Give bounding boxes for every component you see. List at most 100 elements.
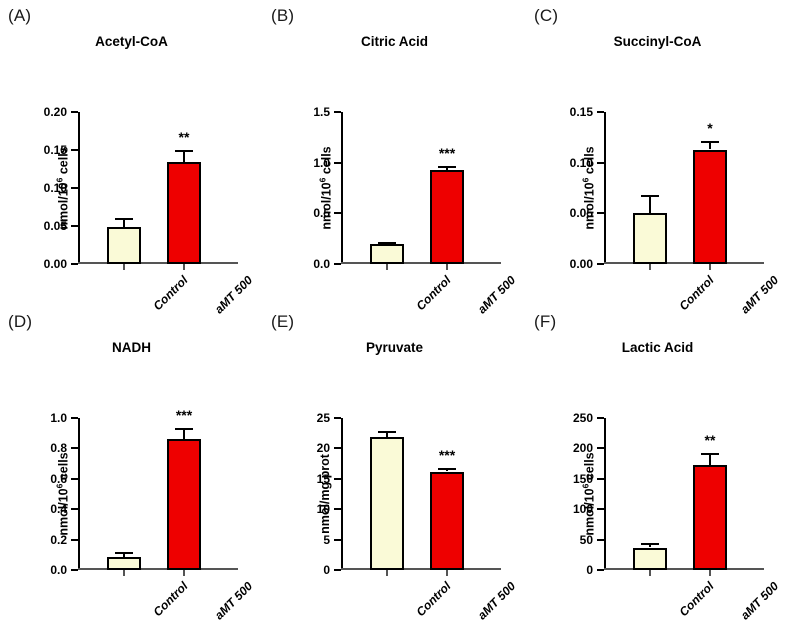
x-axis-tick	[123, 570, 125, 576]
x-axis-tick	[709, 264, 711, 270]
error-bar-cap	[378, 241, 396, 244]
error-bar	[649, 195, 651, 214]
y-axis-tick: 0.15	[44, 143, 78, 157]
x-axis-label-control: Control	[413, 579, 454, 620]
y-axis-title-base: nmol/10	[582, 488, 597, 536]
significance-marker: *	[707, 120, 713, 137]
y-axis-title-superscript: 6	[580, 483, 591, 489]
y-axis-tick: 1.0	[50, 411, 78, 425]
error-bar	[446, 165, 448, 170]
significance-marker: ***	[175, 407, 193, 424]
y-axis-tick-label: 0.4	[50, 502, 67, 517]
x-axis-tick	[709, 570, 711, 576]
y-axis-tick: 1.0	[313, 156, 341, 170]
y-axis-line	[78, 112, 80, 264]
x-axis-line	[604, 568, 764, 570]
y-axis-tick: 25	[317, 411, 341, 425]
bar-treated	[430, 169, 464, 264]
x-axis-label-control: Control	[676, 579, 717, 620]
panel-letter: (D)	[8, 312, 33, 331]
y-axis-tick: 200	[573, 441, 604, 455]
y-axis-title: nmol/106 cells	[54, 452, 71, 535]
y-axis-tick-label: 0.10	[569, 155, 593, 170]
bar-control	[107, 557, 141, 570]
plot-area: 0.0 0.5 1.0 1.5 nmol/106 cells Control aMT 500…	[313, 105, 518, 316]
y-axis-tick-label: 200	[572, 441, 593, 456]
y-axis-title-base: nmol/10	[319, 182, 334, 230]
y-axis-tick: 20	[317, 441, 341, 455]
chart-title: NADH	[112, 340, 151, 355]
plot-area: 0 5 10 15 20 25 nmol/mg prot Control aMT 500 ***	[317, 411, 519, 622]
y-axis-tick: 1.5	[313, 105, 341, 119]
significance-marker: ***	[438, 144, 456, 161]
y-axis-tick: 0.05	[44, 219, 78, 233]
bar-treated	[693, 465, 727, 570]
panel-letter: (F)	[534, 312, 557, 331]
y-axis-tick-label: 0.20	[43, 105, 67, 119]
bar-control	[370, 437, 404, 570]
y-axis-tick-label: 0	[323, 563, 330, 577]
x-axis-line	[604, 262, 764, 264]
y-axis-title-superscript: 6	[580, 177, 591, 183]
error-bar-cap	[438, 165, 456, 168]
y-axis-title-base: nmol/10	[582, 182, 597, 230]
error-bar-cap	[701, 141, 719, 144]
y-axis-tick: 0	[323, 563, 341, 577]
x-axis-line	[341, 262, 501, 264]
chart-panel-e: (E) Pyruvate 0 5 10 15 20 25 nmol/mg prot Control…	[263, 306, 526, 622]
y-axis-tick-label: 0.8	[50, 441, 67, 456]
y-axis-tick-label: 100	[572, 502, 593, 517]
chart-title: Pyruvate	[365, 340, 424, 355]
y-axis-tick: 0.20	[44, 105, 78, 119]
significance-marker: **	[178, 129, 190, 145]
y-axis-tick-label: 0.15	[569, 105, 593, 119]
y-axis-title: nmol/mg prot	[318, 454, 332, 534]
x-axis-tick	[386, 264, 388, 270]
plot-area: 0.00 0.05 0.10 0.15 nmol/106 cells Control aMT…	[570, 105, 782, 316]
y-axis-tick: 0.8	[50, 441, 78, 455]
panel-letter: (A)	[8, 6, 32, 25]
error-bar-cap	[641, 542, 659, 545]
y-axis-title: nmol/106 cells	[317, 146, 334, 230]
axes: 0.0 0.2 0.4 0.6 0.8 1.0 nmol/106 cells Control a…	[50, 407, 255, 622]
error-bar-cap	[175, 150, 193, 152]
y-axis-line	[341, 112, 343, 264]
error-bar	[183, 428, 185, 439]
chart-panel-d: (D) NADH 0.0 0.2 0.4 0.6 0.8 1.0 nmol/106 cells C…	[0, 306, 263, 622]
y-axis-title-tail: cells	[582, 146, 597, 178]
error-bar	[709, 141, 711, 150]
panel-letter: (E)	[271, 312, 295, 331]
y-axis-tick: 0.15	[570, 105, 604, 119]
y-axis-tick-label: 5	[323, 532, 330, 547]
chart-title: Citric Acid	[360, 34, 428, 49]
y-axis-title: nmol/106 cells	[54, 146, 70, 229]
y-axis-tick: 5	[323, 533, 341, 547]
x-axis-tick	[649, 570, 651, 576]
y-axis-tick-label: 0.0	[313, 257, 330, 271]
x-axis-label-treated: aMT 500	[737, 579, 782, 622]
y-axis-tick-label: 20	[316, 441, 330, 456]
y-axis-line	[78, 418, 80, 570]
x-axis-label-control: Control	[150, 579, 191, 620]
x-axis-tick	[386, 570, 388, 576]
y-axis-tick-label: 0	[586, 563, 593, 577]
error-bar	[709, 453, 711, 466]
y-axis-title-tail: cells	[319, 146, 334, 178]
x-axis-tick	[446, 264, 448, 270]
y-axis-tick: 250	[573, 411, 604, 425]
y-axis-title-tail: cells	[56, 452, 71, 484]
error-bar-cap	[115, 218, 133, 221]
y-axis-tick-label: 0.0	[50, 563, 67, 577]
y-axis-title-superscript: 6	[317, 177, 328, 183]
bar-treated	[693, 149, 727, 264]
x-axis-tick	[183, 264, 185, 270]
y-axis-tick: 0.10	[570, 156, 604, 170]
y-axis-tick: 100	[573, 502, 604, 516]
x-axis-line	[78, 568, 238, 570]
y-axis-tick: 150	[573, 472, 604, 486]
bar-treated	[430, 471, 464, 570]
error-bar	[123, 551, 125, 558]
error-bar-cap	[115, 551, 133, 554]
bar-control	[370, 243, 404, 264]
